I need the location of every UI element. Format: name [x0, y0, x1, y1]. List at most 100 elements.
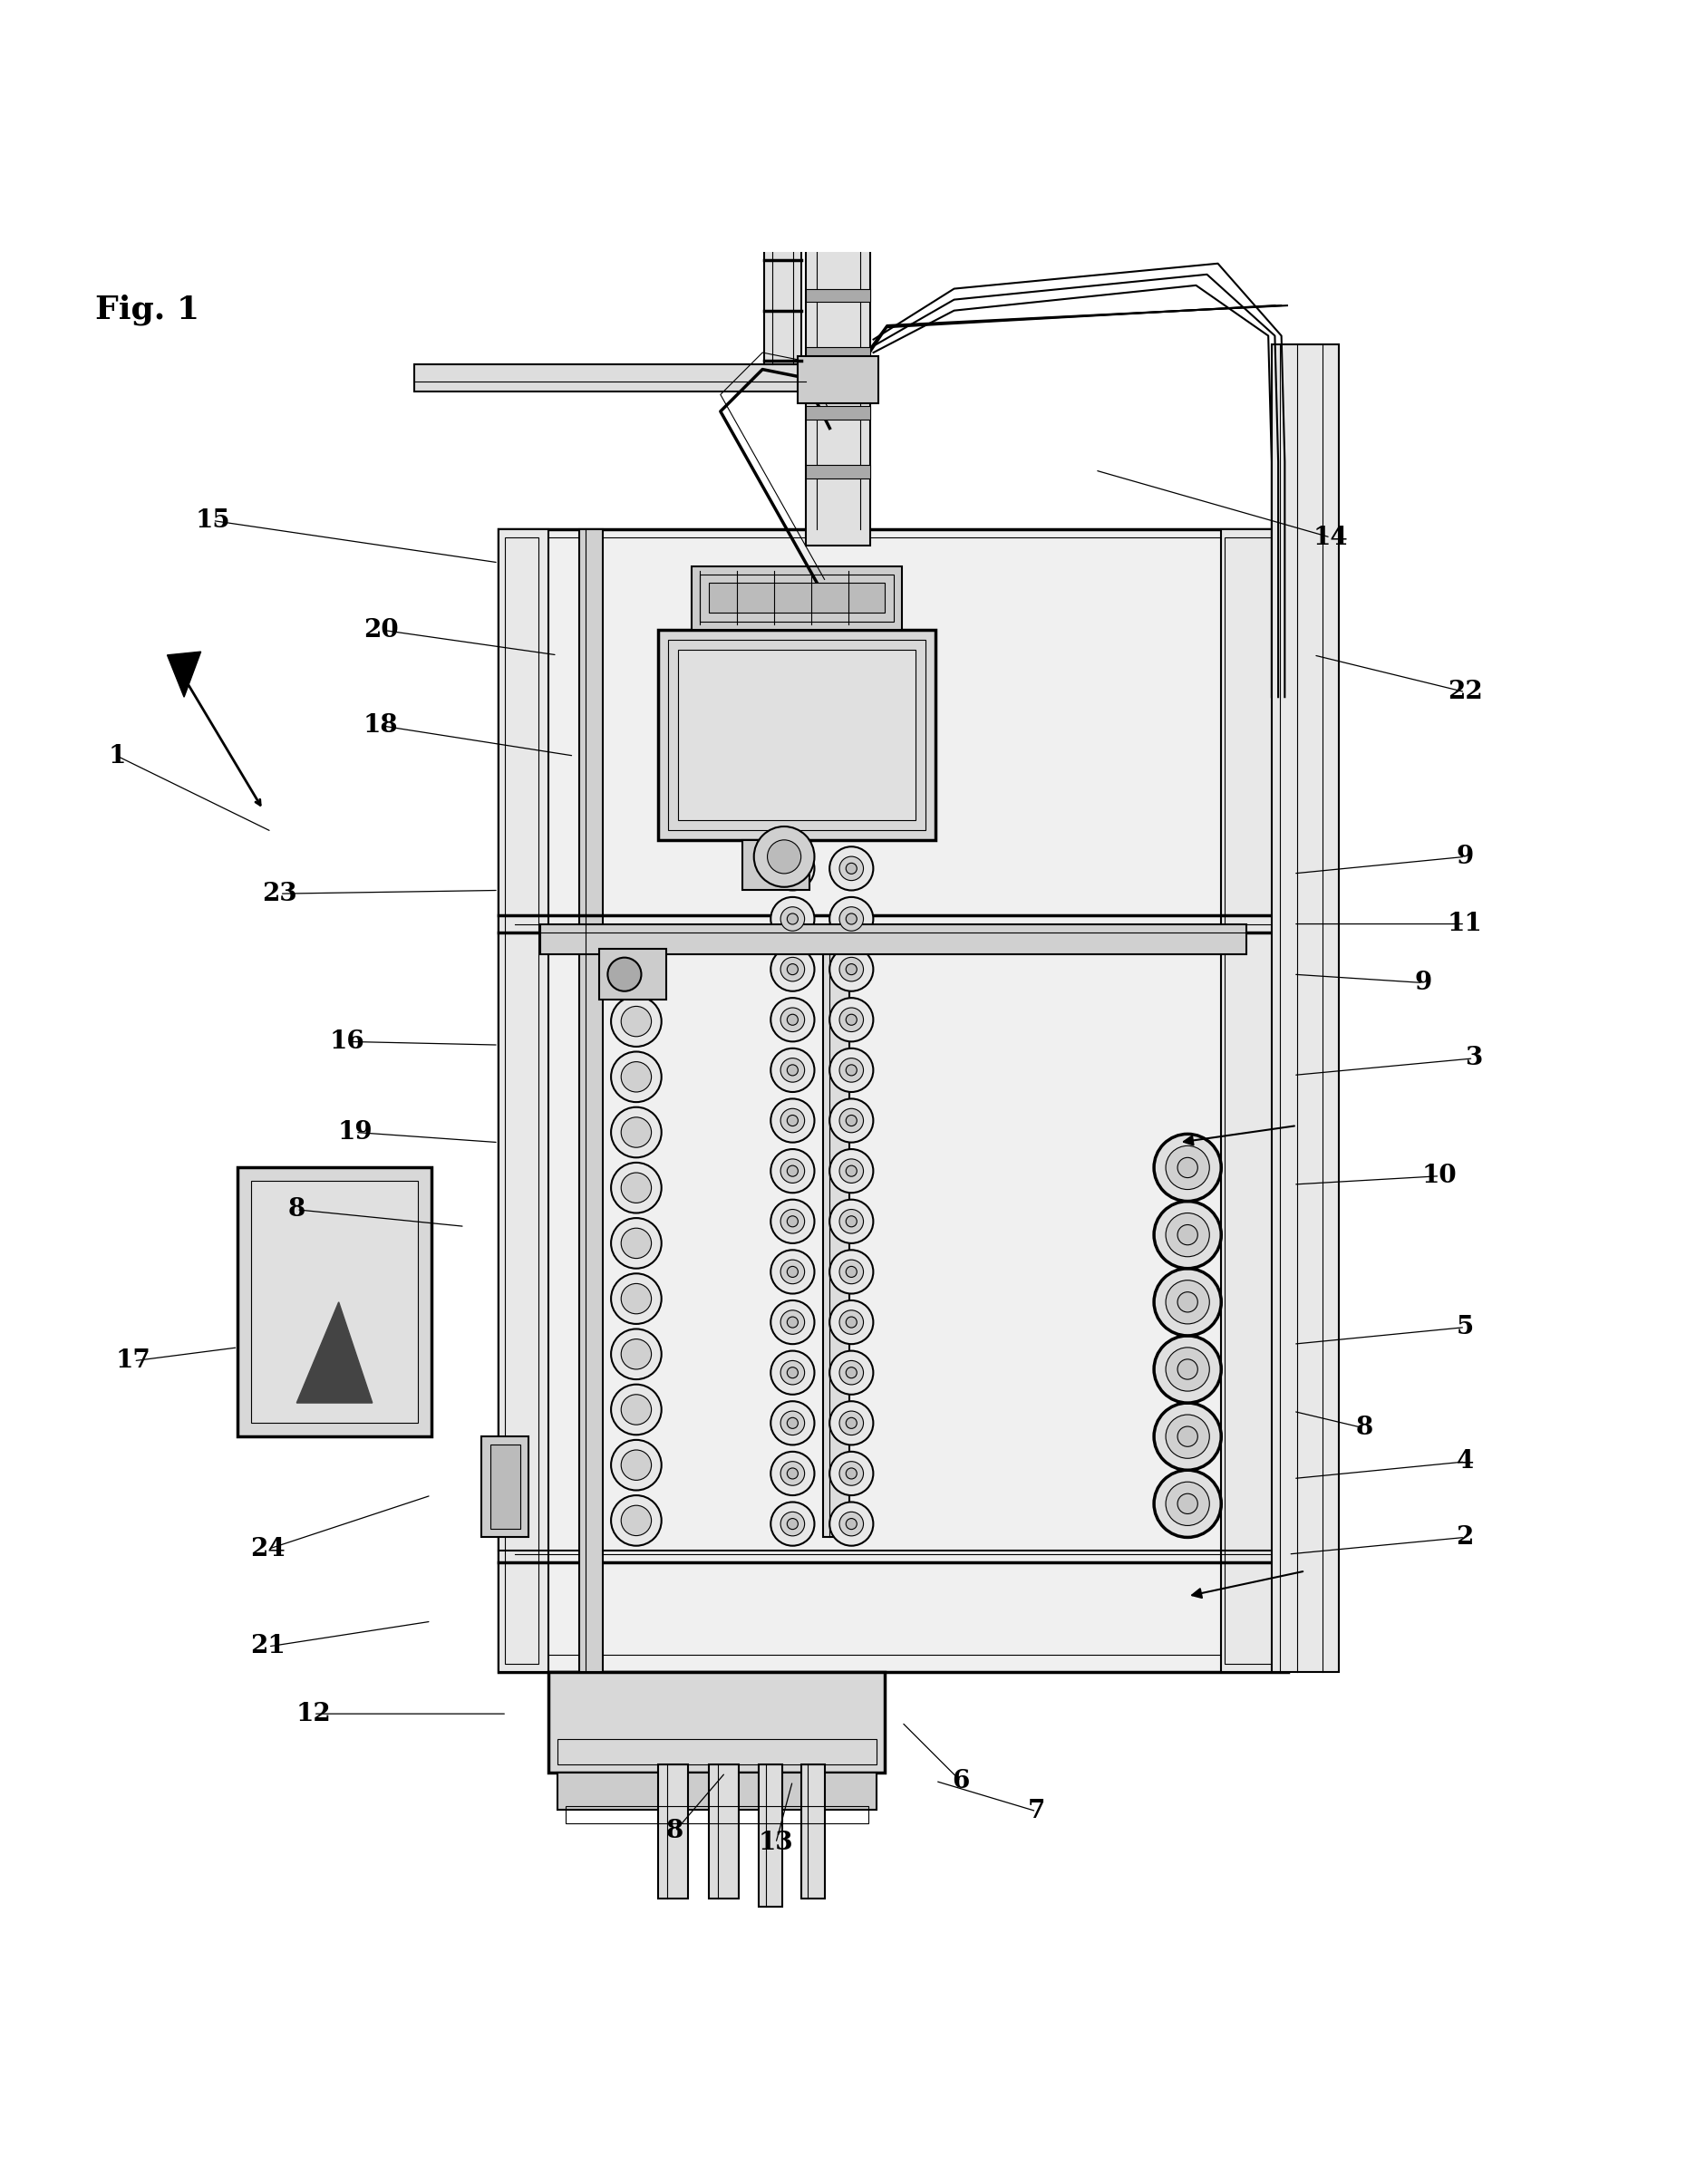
Text: 2: 2 — [1457, 1524, 1474, 1551]
Bar — [811, 39, 865, 63]
Circle shape — [840, 1461, 863, 1485]
Circle shape — [620, 1339, 651, 1369]
Circle shape — [830, 1350, 873, 1396]
Circle shape — [771, 948, 814, 992]
Bar — [806, 406, 870, 419]
Circle shape — [620, 1284, 651, 1315]
Text: 8: 8 — [1356, 1415, 1372, 1439]
Text: 13: 13 — [759, 1830, 794, 1856]
Circle shape — [610, 1328, 661, 1380]
Circle shape — [781, 957, 804, 981]
Circle shape — [781, 1411, 804, 1435]
Bar — [415, 365, 806, 391]
Bar — [499, 529, 550, 1671]
Text: 11: 11 — [1447, 911, 1482, 937]
Bar — [251, 1182, 418, 1424]
Circle shape — [771, 1048, 814, 1092]
Circle shape — [1153, 1201, 1221, 1269]
Circle shape — [840, 1260, 863, 1284]
Circle shape — [1153, 1337, 1221, 1402]
Circle shape — [781, 1260, 804, 1284]
Circle shape — [840, 1210, 863, 1234]
Text: 4: 4 — [1457, 1450, 1474, 1474]
Text: 14: 14 — [1313, 524, 1349, 550]
Bar — [1224, 537, 1275, 1664]
Circle shape — [1177, 1358, 1197, 1380]
Circle shape — [830, 1048, 873, 1092]
Circle shape — [1165, 1415, 1209, 1459]
Circle shape — [1165, 1212, 1209, 1256]
Bar — [238, 1168, 432, 1437]
Bar — [806, 347, 870, 360]
Bar — [814, 63, 862, 164]
Circle shape — [781, 1007, 804, 1031]
Circle shape — [767, 841, 801, 874]
Text: 19: 19 — [337, 1120, 373, 1144]
Text: 15: 15 — [196, 509, 231, 533]
Circle shape — [846, 1417, 856, 1428]
Bar — [1221, 529, 1288, 1671]
Bar — [730, 100, 831, 151]
Bar — [541, 924, 1246, 954]
Circle shape — [771, 1249, 814, 1293]
Bar — [1271, 345, 1339, 1671]
Circle shape — [620, 1450, 651, 1481]
Circle shape — [1153, 1133, 1221, 1201]
Circle shape — [787, 1013, 797, 1024]
Circle shape — [771, 1452, 814, 1496]
Circle shape — [781, 1160, 804, 1184]
Circle shape — [830, 1503, 873, 1546]
Circle shape — [840, 1511, 863, 1535]
Bar — [482, 1437, 529, 1538]
Bar — [558, 1773, 877, 1811]
Circle shape — [830, 1099, 873, 1142]
Bar — [668, 640, 926, 830]
Circle shape — [610, 1162, 661, 1212]
Circle shape — [830, 1249, 873, 1293]
Bar — [506, 537, 540, 1664]
Circle shape — [610, 996, 661, 1046]
Text: 17: 17 — [116, 1350, 152, 1374]
Bar — [599, 950, 666, 1000]
Circle shape — [787, 1116, 797, 1127]
Bar — [499, 529, 1288, 1671]
Bar — [691, 566, 902, 629]
Circle shape — [787, 863, 797, 874]
Text: 1: 1 — [108, 745, 125, 769]
Circle shape — [771, 1149, 814, 1192]
Bar — [558, 1738, 877, 1765]
Circle shape — [846, 1468, 856, 1479]
Circle shape — [781, 1361, 804, 1385]
Circle shape — [781, 906, 804, 930]
Circle shape — [771, 898, 814, 941]
Circle shape — [830, 1199, 873, 1243]
Bar — [797, 356, 878, 404]
Text: 16: 16 — [329, 1029, 364, 1055]
Text: 9: 9 — [1457, 845, 1474, 869]
Circle shape — [620, 1173, 651, 1203]
Text: Fig. 1: Fig. 1 — [94, 293, 199, 325]
Circle shape — [787, 1367, 797, 1378]
Circle shape — [781, 1210, 804, 1234]
Circle shape — [787, 1417, 797, 1428]
Circle shape — [620, 1505, 651, 1535]
Text: 8: 8 — [666, 1819, 683, 1843]
Bar — [801, 1765, 824, 1898]
Bar — [700, 574, 894, 622]
Bar — [821, 0, 855, 39]
Text: 18: 18 — [362, 714, 398, 738]
Bar — [565, 1806, 868, 1824]
Text: 23: 23 — [263, 882, 297, 906]
Text: 24: 24 — [251, 1538, 285, 1562]
Circle shape — [1177, 1494, 1197, 1514]
Circle shape — [840, 1109, 863, 1133]
Bar — [555, 105, 620, 159]
Circle shape — [787, 1064, 797, 1075]
Circle shape — [830, 998, 873, 1042]
Circle shape — [771, 1350, 814, 1396]
Polygon shape — [297, 1302, 373, 1402]
Circle shape — [723, 175, 750, 201]
Bar — [550, 1671, 885, 1773]
Bar — [658, 1765, 688, 1898]
Bar — [708, 1765, 738, 1898]
